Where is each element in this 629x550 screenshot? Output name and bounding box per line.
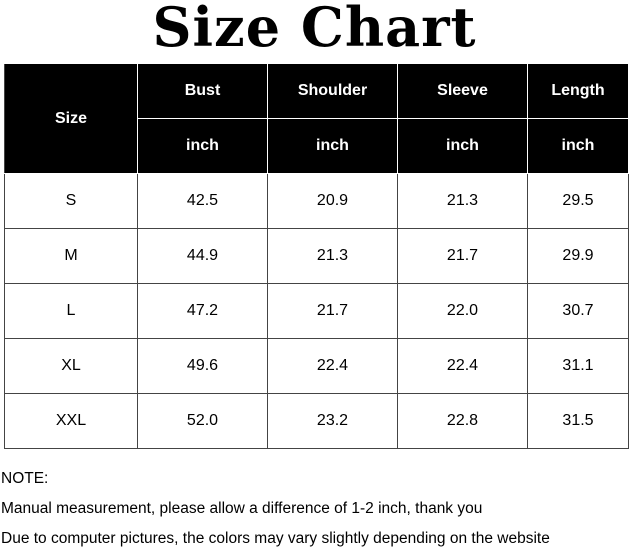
bust-cell: 44.9 [137,228,268,284]
shoulder-cell: 21.3 [267,228,398,284]
column-header-length: Length [527,63,629,119]
shoulder-cell: 22.4 [267,338,398,394]
table-row: XXL 52.0 23.2 22.8 31.5 [4,393,629,449]
size-cell: L [4,283,138,339]
size-chart-table: Size Bust Shoulder Sleeve Length inch in… [4,63,629,449]
header-row-labels: Size Bust Shoulder Sleeve Length [4,63,629,174]
note-line: Manual measurement, please allow a diffe… [1,500,483,517]
column-header-sleeve: Sleeve [397,63,528,119]
column-header-bust: Bust [137,63,268,119]
header-row-units: inch inch inch inch [5,118,629,174]
shoulder-cell: 20.9 [267,173,398,229]
bust-cell: 52.0 [137,393,268,449]
size-cell: XXL [4,393,138,449]
size-cell: S [4,173,138,229]
length-cell: 30.7 [527,283,629,339]
sleeve-cell: 22.0 [397,283,528,339]
bust-cell: 47.2 [137,283,268,339]
sleeve-cell: 21.3 [397,173,528,229]
length-cell: 29.5 [527,173,629,229]
sleeve-cell: 22.8 [397,393,528,449]
unit-bust: inch [137,118,268,174]
length-cell: 31.5 [527,393,629,449]
table-row: M 44.9 21.3 21.7 29.9 [4,228,629,284]
shoulder-cell: 23.2 [267,393,398,449]
table-row: L 47.2 21.7 22.0 30.7 [4,283,629,339]
length-cell: 31.1 [527,338,629,394]
length-cell: 29.9 [527,228,629,284]
column-header-shoulder: Shoulder [267,63,398,119]
bust-cell: 49.6 [137,338,268,394]
size-cell: XL [4,338,138,394]
note-heading: NOTE: [1,470,49,487]
size-cell: M [4,228,138,284]
table-row: S 42.5 20.9 21.3 29.5 [4,173,629,229]
unit-length: inch [527,118,629,174]
bust-cell: 42.5 [137,173,268,229]
unit-sleeve: inch [397,118,528,174]
table-row: XL 49.6 22.4 22.4 31.1 [4,338,629,394]
shoulder-cell: 21.7 [267,283,398,339]
sleeve-cell: 22.4 [397,338,528,394]
note-line: Due to computer pictures, the colors may… [1,530,550,547]
size-header: Size [4,63,138,174]
page-title: Size Chart [152,0,477,59]
unit-shoulder: inch [267,118,398,174]
sleeve-cell: 21.7 [397,228,528,284]
